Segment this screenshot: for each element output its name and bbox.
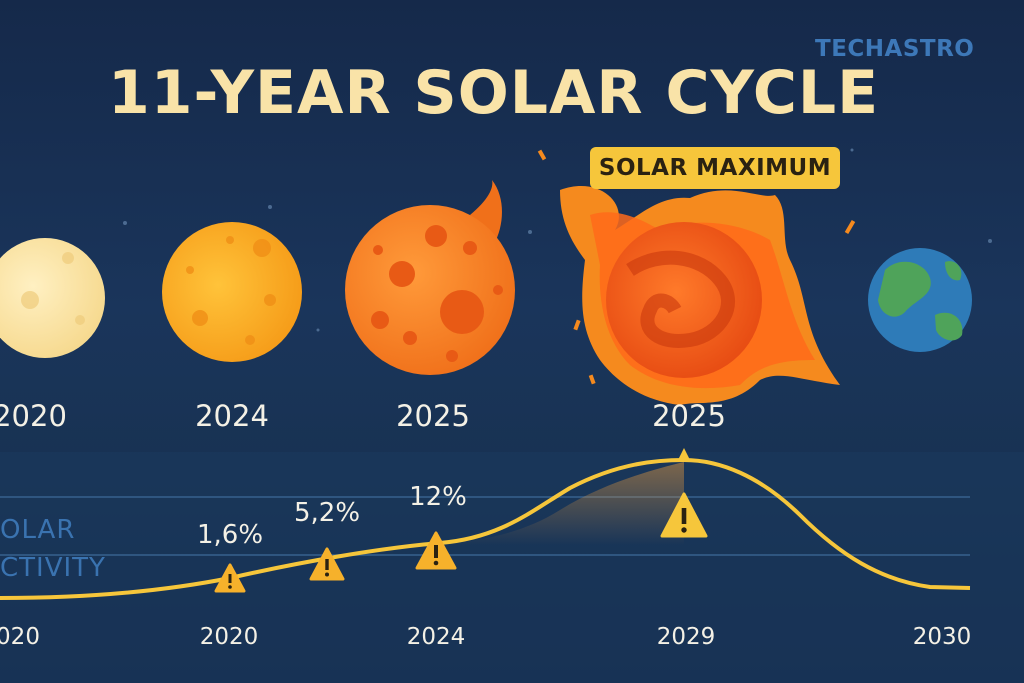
activity-curve <box>0 457 971 600</box>
pale-sun-icon <box>0 238 105 358</box>
peak-glow <box>440 462 684 545</box>
marker-value-label: 5,2% <box>293 498 361 528</box>
activity-label-line: OLAR <box>0 515 76 545</box>
stage-year-label: 2020 <box>0 399 67 433</box>
axis-year-label: 2024 <box>406 624 466 650</box>
orange-sun-icon <box>162 222 302 362</box>
axis-year-label: 2029 <box>656 624 716 650</box>
activity-label-line: CTIVITY <box>0 553 106 583</box>
chart-band <box>0 452 1024 683</box>
flaring-sun-icon <box>537 149 856 405</box>
warning-icon <box>660 492 708 538</box>
warning-icon <box>415 531 457 570</box>
stage-year-label: 2025 <box>652 399 726 433</box>
activity-axis-label: OLAR CTIVITY <box>0 511 106 587</box>
peak-marker-tip <box>677 448 691 462</box>
axis-year-label: 2020 <box>199 624 259 650</box>
warning-icon <box>214 563 246 593</box>
marker-value-label: 1,6% <box>196 520 264 550</box>
axis-year-label: 020 <box>0 624 40 650</box>
earth-icon <box>868 248 972 352</box>
warning-icon <box>309 547 345 581</box>
axis-year-label: 2030 <box>912 624 972 650</box>
page-title: 11-YEAR SOLAR CYCLE <box>108 58 880 128</box>
stars-decoration <box>123 148 992 332</box>
spotted-sun-icon <box>345 180 515 375</box>
marker-value-label: 12% <box>409 482 467 512</box>
stage-year-label: 2024 <box>195 399 269 433</box>
brand-logo-text: TECHASTRO <box>815 36 975 62</box>
stage-year-label: 2025 <box>396 399 470 433</box>
solar-maximum-badge: SOLAR MAXIMUM <box>590 147 840 189</box>
